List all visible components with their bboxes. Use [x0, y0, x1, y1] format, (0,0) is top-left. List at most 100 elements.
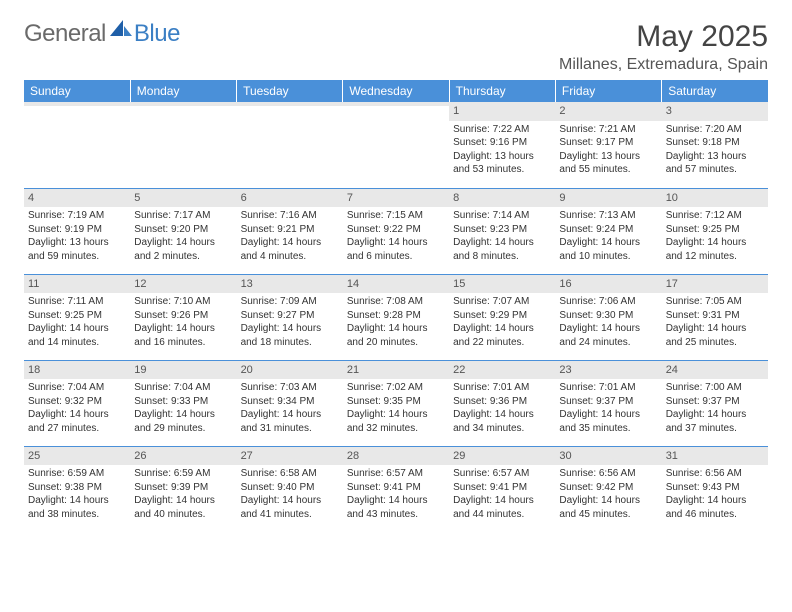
calendar-day-cell: 23Sunrise: 7:01 AMSunset: 9:37 PMDayligh… — [555, 360, 661, 446]
day-detail-line: Sunset: 9:22 PM — [347, 223, 445, 237]
day-detail-line: Sunset: 9:36 PM — [453, 395, 551, 409]
day-number-row: 31 — [662, 447, 768, 466]
day-number-row: 16 — [555, 275, 661, 294]
day-detail-line: and 2 minutes. — [134, 250, 232, 264]
day-detail-line: Sunrise: 7:00 AM — [666, 381, 764, 395]
day-number: 5 — [134, 192, 140, 204]
day-number: 6 — [241, 192, 247, 204]
calendar-day-cell: 13Sunrise: 7:09 AMSunset: 9:27 PMDayligh… — [237, 274, 343, 360]
day-number-row: 5 — [130, 189, 236, 208]
day-detail-line: Sunrise: 7:04 AM — [134, 381, 232, 395]
day-detail-line: and 43 minutes. — [347, 508, 445, 522]
day-detail-line: and 20 minutes. — [347, 336, 445, 350]
day-detail-line: Sunrise: 7:10 AM — [134, 295, 232, 309]
day-detail-line: Daylight: 14 hours — [559, 236, 657, 250]
day-number-row: 9 — [555, 189, 661, 208]
day-detail-line: Sunset: 9:33 PM — [134, 395, 232, 409]
day-detail-line: and 57 minutes. — [666, 163, 764, 177]
calendar-day-cell: 6Sunrise: 7:16 AMSunset: 9:21 PMDaylight… — [237, 188, 343, 274]
day-detail-line: Sunset: 9:37 PM — [666, 395, 764, 409]
day-detail-line: Daylight: 14 hours — [453, 494, 551, 508]
day-number-row — [24, 102, 130, 106]
day-detail-line: Sunset: 9:19 PM — [28, 223, 126, 237]
day-detail-line: Sunset: 9:32 PM — [28, 395, 126, 409]
day-number: 8 — [453, 192, 459, 204]
day-detail-line: Daylight: 14 hours — [241, 236, 339, 250]
day-detail-line: Sunset: 9:39 PM — [134, 481, 232, 495]
calendar-week-row: 25Sunrise: 6:59 AMSunset: 9:38 PMDayligh… — [24, 446, 768, 532]
day-detail-line: and 53 minutes. — [453, 163, 551, 177]
day-detail-line: Sunset: 9:28 PM — [347, 309, 445, 323]
day-detail-line: and 27 minutes. — [28, 422, 126, 436]
day-detail-line: Sunset: 9:24 PM — [559, 223, 657, 237]
calendar-day-cell: 19Sunrise: 7:04 AMSunset: 9:33 PMDayligh… — [130, 360, 236, 446]
calendar-week-row: 4Sunrise: 7:19 AMSunset: 9:19 PMDaylight… — [24, 188, 768, 274]
day-number-row: 8 — [449, 189, 555, 208]
day-detail-line: Sunrise: 7:03 AM — [241, 381, 339, 395]
day-detail-line: Daylight: 13 hours — [28, 236, 126, 250]
day-detail-line: and 29 minutes. — [134, 422, 232, 436]
day-detail-line: Sunrise: 6:56 AM — [666, 467, 764, 481]
day-detail-line: and 37 minutes. — [666, 422, 764, 436]
day-detail-line: Daylight: 14 hours — [347, 236, 445, 250]
calendar-day-cell: 16Sunrise: 7:06 AMSunset: 9:30 PMDayligh… — [555, 274, 661, 360]
day-number-row: 29 — [449, 447, 555, 466]
day-detail-line: and 24 minutes. — [559, 336, 657, 350]
day-detail-line: Daylight: 14 hours — [241, 322, 339, 336]
day-detail-line: Daylight: 14 hours — [666, 408, 764, 422]
weekday-header: Sunday — [24, 80, 130, 102]
day-detail-line: Daylight: 14 hours — [28, 322, 126, 336]
day-detail-line: Sunrise: 7:07 AM — [453, 295, 551, 309]
day-number: 15 — [453, 278, 465, 290]
weekday-header-row: Sunday Monday Tuesday Wednesday Thursday… — [24, 80, 768, 102]
day-number: 30 — [559, 450, 571, 462]
day-number: 4 — [28, 192, 34, 204]
day-number-row: 4 — [24, 189, 130, 208]
day-detail-line: Sunrise: 6:58 AM — [241, 467, 339, 481]
day-detail-line: Sunrise: 6:59 AM — [134, 467, 232, 481]
day-detail-line: Sunrise: 7:08 AM — [347, 295, 445, 309]
day-number: 28 — [347, 450, 359, 462]
day-detail-line: Daylight: 13 hours — [453, 150, 551, 164]
day-detail-line: Sunset: 9:35 PM — [347, 395, 445, 409]
day-detail-line: Sunrise: 7:21 AM — [559, 123, 657, 137]
location-subtitle: Millanes, Extremadura, Spain — [559, 56, 768, 74]
day-number: 17 — [666, 278, 678, 290]
day-detail-line: Sunset: 9:25 PM — [28, 309, 126, 323]
day-detail-line: Sunrise: 7:01 AM — [453, 381, 551, 395]
calendar-day-cell: 29Sunrise: 6:57 AMSunset: 9:41 PMDayligh… — [449, 446, 555, 532]
day-detail-line: Daylight: 14 hours — [559, 494, 657, 508]
day-detail-line: Daylight: 14 hours — [453, 236, 551, 250]
day-number-row: 30 — [555, 447, 661, 466]
day-detail-line: Sunrise: 7:04 AM — [28, 381, 126, 395]
day-number-row — [237, 102, 343, 106]
day-number: 18 — [28, 364, 40, 376]
calendar-day-cell: 4Sunrise: 7:19 AMSunset: 9:19 PMDaylight… — [24, 188, 130, 274]
day-detail-line: Sunrise: 7:22 AM — [453, 123, 551, 137]
day-detail-line: Daylight: 14 hours — [241, 494, 339, 508]
day-number-row — [343, 102, 449, 106]
weekday-header: Saturday — [662, 80, 768, 102]
day-number: 25 — [28, 450, 40, 462]
calendar-day-cell: 20Sunrise: 7:03 AMSunset: 9:34 PMDayligh… — [237, 360, 343, 446]
day-detail-line: Sunset: 9:43 PM — [666, 481, 764, 495]
calendar-day-cell: 8Sunrise: 7:14 AMSunset: 9:23 PMDaylight… — [449, 188, 555, 274]
day-detail-line: and 12 minutes. — [666, 250, 764, 264]
day-number: 16 — [559, 278, 571, 290]
day-detail-line: Daylight: 14 hours — [559, 322, 657, 336]
day-detail-line: Sunset: 9:23 PM — [453, 223, 551, 237]
day-detail-line: Sunrise: 7:06 AM — [559, 295, 657, 309]
day-number: 13 — [241, 278, 253, 290]
day-detail-line: Daylight: 14 hours — [134, 236, 232, 250]
calendar-day-cell: 7Sunrise: 7:15 AMSunset: 9:22 PMDaylight… — [343, 188, 449, 274]
calendar-day-cell: 11Sunrise: 7:11 AMSunset: 9:25 PMDayligh… — [24, 274, 130, 360]
day-detail-line: Sunset: 9:25 PM — [666, 223, 764, 237]
day-detail-line: Sunrise: 7:09 AM — [241, 295, 339, 309]
calendar-day-cell: 12Sunrise: 7:10 AMSunset: 9:26 PMDayligh… — [130, 274, 236, 360]
calendar-day-cell: 2Sunrise: 7:21 AMSunset: 9:17 PMDaylight… — [555, 102, 661, 188]
title-block: May 2025 Millanes, Extremadura, Spain — [559, 20, 768, 74]
day-detail-line: Daylight: 14 hours — [28, 408, 126, 422]
calendar-day-cell — [237, 102, 343, 188]
day-number: 9 — [559, 192, 565, 204]
day-detail-line: and 32 minutes. — [347, 422, 445, 436]
